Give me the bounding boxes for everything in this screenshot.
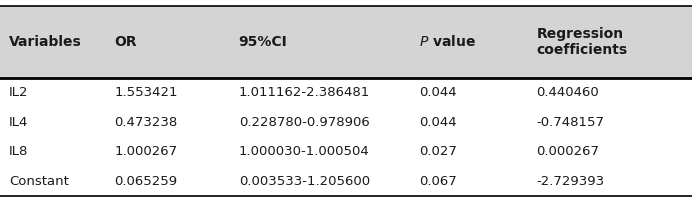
Text: -2.729393: -2.729393 xyxy=(536,175,604,188)
Text: 0.067: 0.067 xyxy=(419,175,457,188)
Text: 1.553421: 1.553421 xyxy=(114,86,178,99)
Text: $\it{P}$ value: $\it{P}$ value xyxy=(419,34,475,49)
Text: OR: OR xyxy=(114,35,137,49)
Text: -0.748157: -0.748157 xyxy=(536,116,604,129)
Text: Regression
coefficients: Regression coefficients xyxy=(536,27,628,57)
Text: 1.000267: 1.000267 xyxy=(114,145,177,158)
Text: 0.473238: 0.473238 xyxy=(114,116,177,129)
Text: IL2: IL2 xyxy=(9,86,28,99)
Bar xyxy=(0,6,692,78)
Text: Constant: Constant xyxy=(9,175,69,188)
Text: 0.044: 0.044 xyxy=(419,86,456,99)
Text: 0.000267: 0.000267 xyxy=(536,145,599,158)
Text: 0.065259: 0.065259 xyxy=(114,175,177,188)
Text: 95%CI: 95%CI xyxy=(239,35,287,49)
Text: IL8: IL8 xyxy=(9,145,28,158)
Text: 1.011162-2.386481: 1.011162-2.386481 xyxy=(239,86,370,99)
Text: 0.003533-1.205600: 0.003533-1.205600 xyxy=(239,175,370,188)
Text: 0.044: 0.044 xyxy=(419,116,456,129)
Text: IL4: IL4 xyxy=(9,116,28,129)
Text: 1.000030-1.000504: 1.000030-1.000504 xyxy=(239,145,370,158)
Text: Variables: Variables xyxy=(9,35,82,49)
Text: 0.228780-0.978906: 0.228780-0.978906 xyxy=(239,116,370,129)
Text: 0.440460: 0.440460 xyxy=(536,86,599,99)
Text: 0.027: 0.027 xyxy=(419,145,457,158)
